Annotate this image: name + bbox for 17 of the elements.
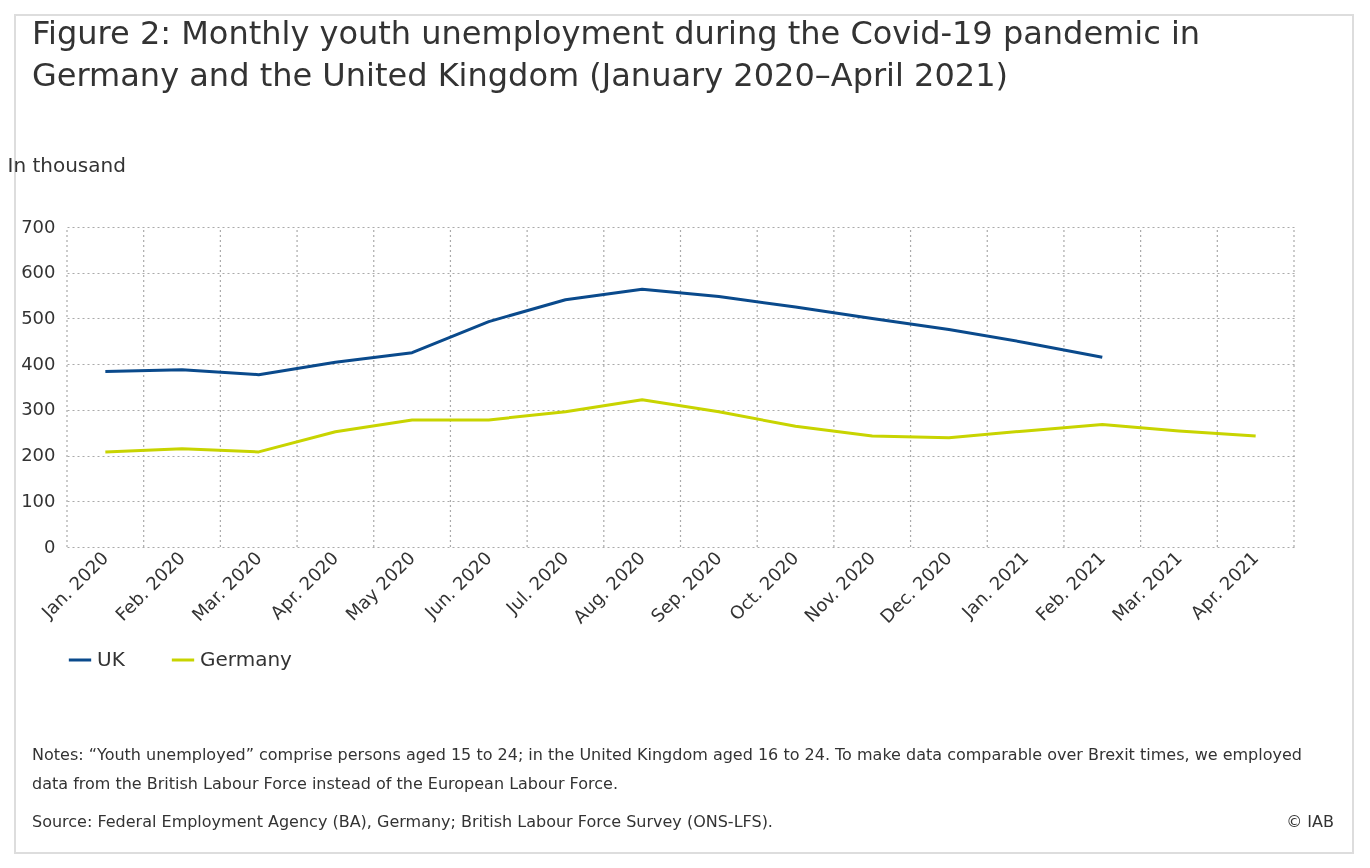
text: Notes: “Youth unemployed” comprise persons aged 15 to 24; in the United Kingdom aged 16 to 24. To make data comparable over Brexit times, we employed data from the British Labour Force instead of the European Labour Force. [32, 744, 1303, 795]
y-tick-label: 600 [21, 261, 56, 283]
chart-title: Figure 2: Monthly youth unemployment during the Covid-19 pandemic in Germany and the United Kingdom (January 2020–April 2021) [32, 13, 1202, 96]
y-axis-title: In thousand [7, 152, 126, 177]
y-tick-label: 400 [21, 352, 56, 374]
text: © IAB [1286, 812, 1334, 831]
source-note: Source: Federal Employment Agency (BA), Germany; British Labour Force Survey (ONS-LFS). [32, 812, 773, 831]
y-tick-label: 700 [21, 215, 56, 237]
y-tick-label: 0 [44, 535, 56, 557]
legend-label: UK [97, 647, 126, 671]
y-tick-label: 300 [21, 398, 56, 420]
legend-label: Germany [200, 647, 293, 671]
y-tick-label: 100 [21, 489, 56, 511]
y-tick-label: 500 [21, 306, 56, 328]
line-series [103, 398, 1258, 454]
line-series [103, 287, 1104, 377]
y-tick-label: 200 [21, 444, 56, 466]
